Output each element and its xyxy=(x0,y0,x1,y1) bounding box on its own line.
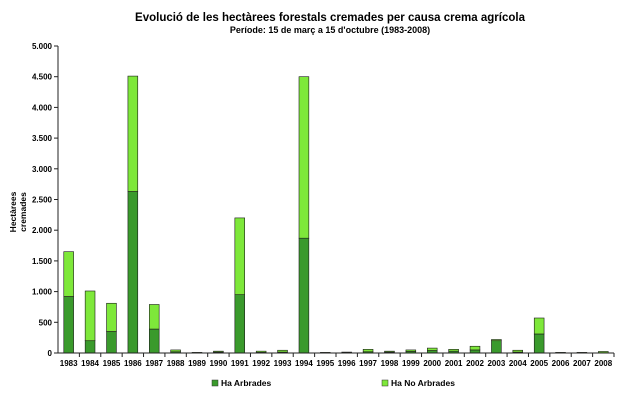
bar-ha-no-arbrades-1997 xyxy=(362,349,374,353)
legend-label-ha-no-arbrades: Ha No Arbrades xyxy=(391,378,455,388)
bar-ha-arbrades-1986 xyxy=(127,191,139,354)
x-tick-label-2000: 2000 xyxy=(423,359,441,368)
y-tick-label: 500 xyxy=(39,318,53,327)
y-axis-label-line-2: cremades xyxy=(18,192,28,232)
legend: Ha Arbrades Ha No Arbrades xyxy=(211,378,455,388)
x-tick-label-1990: 1990 xyxy=(209,359,227,368)
y-tick-label: 5.000 xyxy=(32,42,53,51)
x-tick-label-1993: 1993 xyxy=(274,359,292,368)
bar-ha-arbrades-1987 xyxy=(149,328,160,354)
x-tick-label-2003: 2003 xyxy=(487,359,505,368)
bar-ha-no-arbrades-1991 xyxy=(234,217,245,295)
legend-label-ha-arbrades: Ha Arbrades xyxy=(221,378,272,388)
x-tick-label-1995: 1995 xyxy=(316,359,334,368)
bar-ha-no-arbrades-1994 xyxy=(298,76,310,239)
bar-ha-arbrades-1983 xyxy=(63,296,74,354)
bar-ha-no-arbrades-1992 xyxy=(255,350,267,353)
bar-ha-no-arbrades-2003 xyxy=(491,339,502,342)
y-tick-label: 4.500 xyxy=(32,73,53,82)
x-tick-label-2007: 2007 xyxy=(573,359,591,368)
chart-subtitle: Període: 15 de març a 15 d'octubre (1983… xyxy=(230,25,430,35)
x-tick-label-1987: 1987 xyxy=(145,359,163,368)
bar-ha-arbrades-2005 xyxy=(533,333,545,354)
x-tick-label-1994: 1994 xyxy=(295,359,313,368)
bar-ha-no-arbrades-2002 xyxy=(469,345,481,351)
y-tick-label: 3.000 xyxy=(32,165,53,174)
x-tick-label-1985: 1985 xyxy=(103,359,121,368)
bar-ha-no-arbrades-1984 xyxy=(84,290,96,342)
bar-ha-arbrades-1991 xyxy=(234,294,245,354)
x-tick-label-2006: 2006 xyxy=(552,359,570,368)
bars-group xyxy=(63,75,609,354)
bar-ha-no-arbrades-2001 xyxy=(448,349,459,352)
y-tick-label: 1.500 xyxy=(32,257,53,266)
bar-ha-no-arbrades-1990 xyxy=(213,350,224,353)
legend-swatch-ha-no-arbrades xyxy=(381,379,389,387)
x-tick-label-1989: 1989 xyxy=(188,359,206,368)
y-tick-label: 3.500 xyxy=(32,134,53,143)
bar-ha-arbrades-2003 xyxy=(491,340,502,354)
x-tick-label-1998: 1998 xyxy=(381,359,399,368)
y-axis-label-line-1: Hectàrees xyxy=(8,191,18,232)
x-tick-label-1986: 1986 xyxy=(124,359,142,368)
x-tick-label-1996: 1996 xyxy=(338,359,356,368)
x-tick-label-2004: 2004 xyxy=(509,359,527,368)
legend-swatch-ha-arbrades xyxy=(211,379,219,387)
x-axis-ticks: 1983 1984 1985 1986 1987 1988 1989 1990 1991 1992… xyxy=(60,353,615,368)
y-tick-label: 2.500 xyxy=(32,196,53,205)
bar-ha-no-arbrades-1988 xyxy=(170,349,181,353)
bar-ha-arbrades-1985 xyxy=(106,331,117,354)
x-tick-label-2001: 2001 xyxy=(445,359,463,368)
bar-ha-arbrades-1984 xyxy=(84,340,96,354)
bar-ha-no-arbrades-1993 xyxy=(277,349,288,353)
bar-ha-no-arbrades-2004 xyxy=(512,349,523,353)
bar-ha-no-arbrades-1999 xyxy=(405,349,417,352)
x-tick-label-1999: 1999 xyxy=(402,359,420,368)
bar-ha-no-arbrades-2000 xyxy=(427,347,438,351)
y-tick-label: 1.000 xyxy=(32,288,53,297)
bar-ha-arbrades-1994 xyxy=(298,237,310,354)
x-tick-label-2002: 2002 xyxy=(466,359,484,368)
bar-ha-no-arbrades-1985 xyxy=(106,302,117,332)
x-tick-label-1983: 1983 xyxy=(60,359,78,368)
x-tick-label-2005: 2005 xyxy=(530,359,548,368)
bar-ha-no-arbrades-2005 xyxy=(533,317,545,335)
x-tick-label-2008: 2008 xyxy=(594,359,612,368)
y-tick-label: 4.000 xyxy=(32,103,53,112)
bar-ha-no-arbrades-1983 xyxy=(63,251,74,297)
x-tick-label-1984: 1984 xyxy=(81,359,99,368)
x-tick-label-1997: 1997 xyxy=(359,359,377,368)
chart-title: Evolució de les hectàrees forestals crem… xyxy=(135,12,526,24)
y-axis-ticks: 0 500 1.000 1.500 2.000 2.500 3.000 3.500 4.000 4… xyxy=(32,42,58,358)
bar-ha-no-arbrades-1998 xyxy=(384,350,395,353)
x-tick-label-1988: 1988 xyxy=(167,359,185,368)
bar-ha-no-arbrades-1986 xyxy=(127,75,139,192)
x-tick-label-1992: 1992 xyxy=(252,359,270,368)
y-tick-label: 2.000 xyxy=(32,226,53,235)
x-tick-label-1991: 1991 xyxy=(231,359,249,368)
bar-ha-no-arbrades-1987 xyxy=(149,304,160,330)
y-tick-label: 0 xyxy=(48,349,53,358)
